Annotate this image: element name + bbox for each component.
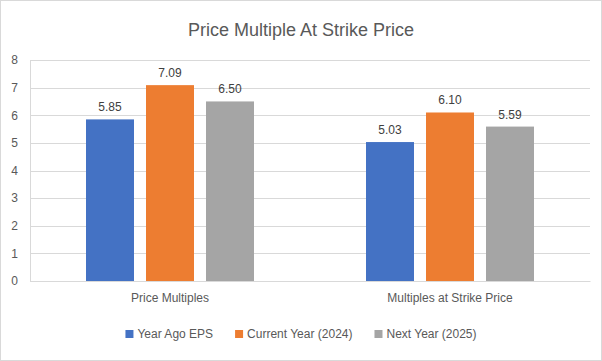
chart-border [1, 1, 602, 361]
data-label: 5.59 [498, 108, 522, 122]
x-tick: Multiples at Strike Price [387, 281, 513, 305]
y-tick-label: 0 [11, 274, 18, 288]
y-tick: 8 [11, 53, 30, 67]
legend-label: Next Year (2025) [386, 327, 476, 341]
grid-line [30, 88, 590, 89]
legend-item: Year Ago EPS [125, 327, 213, 341]
legend-label: Year Ago EPS [137, 327, 213, 341]
data-label: 6.50 [218, 82, 242, 96]
data-label: 6.10 [438, 93, 462, 107]
bar [86, 119, 134, 281]
legend-swatch [125, 330, 133, 338]
legend: Year Ago EPS Current Year (2024) Next Year… [125, 327, 476, 341]
grid-line [30, 281, 590, 282]
data-label: 7.09 [158, 66, 182, 80]
y-tick-label: 1 [11, 247, 18, 261]
legend-swatch [235, 330, 243, 338]
x-axis-line [31, 281, 591, 282]
y-axis: 0 1 2 3 4 5 6 7 8 [11, 53, 30, 288]
bars [86, 85, 534, 281]
x-tick-label: Multiples at Strike Price [387, 291, 513, 305]
y-tick-label: 5 [11, 136, 18, 150]
y-tick-label: 4 [11, 164, 18, 178]
grid [30, 61, 590, 282]
y-tick-label: 3 [11, 191, 18, 205]
data-labels: 5.85 5.03 7.09 6.10 6.50 5.59 [98, 66, 522, 137]
y-axis-line [30, 61, 31, 282]
bar [206, 101, 254, 281]
y-tick-label: 6 [11, 109, 18, 123]
chart: Price Multiple At Strike Price 0 1 2 3 4 5 6 7 8 P… [0, 0, 602, 361]
data-label: 5.03 [378, 123, 402, 137]
grid-line [30, 60, 590, 61]
bar [426, 112, 474, 281]
y-tick-label: 7 [11, 81, 18, 95]
bar [486, 127, 534, 281]
x-axis: Price Multiples Multiples at Strike Price [31, 281, 591, 305]
x-tick-label: Price Multiples [131, 291, 209, 305]
y-tick: 2 [11, 219, 30, 233]
legend-label: Current Year (2024) [247, 327, 352, 341]
y-tick: 3 [11, 191, 30, 205]
y-tick-label: 2 [11, 219, 18, 233]
bar [146, 85, 194, 281]
legend-item: Next Year (2025) [374, 327, 476, 341]
y-tick: 0 [11, 274, 30, 288]
y-tick-label: 8 [11, 53, 18, 67]
legend-swatch [374, 330, 382, 338]
y-tick: 6 [11, 109, 30, 123]
bar [366, 142, 414, 281]
title: Price Multiple At Strike Price [188, 20, 414, 40]
legend-item: Current Year (2024) [235, 327, 352, 341]
y-tick: 1 [11, 247, 30, 261]
y-tick: 5 [11, 136, 30, 150]
x-tick: Price Multiples [131, 281, 209, 305]
y-tick: 7 [11, 81, 30, 95]
data-label: 5.85 [98, 100, 122, 114]
y-tick: 4 [11, 164, 30, 178]
